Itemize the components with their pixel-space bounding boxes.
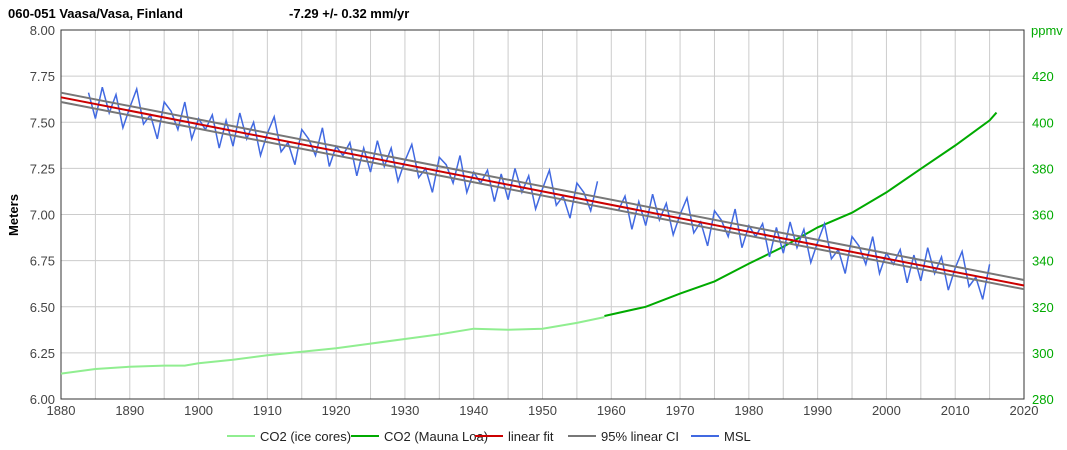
x-tick-label: 1880 — [47, 403, 76, 418]
plot-frame — [60, 29, 1025, 400]
y2-axis-label: ppmv — [1031, 23, 1063, 38]
y2-tick-label: 320 — [1032, 300, 1054, 315]
y-tick-label: 6.75 — [30, 254, 55, 269]
ci-lower-line — [60, 101, 1025, 291]
linear-fit-line — [60, 96, 1025, 287]
y-tick-label: 7.00 — [30, 208, 55, 223]
chart-title: 060-051 Vaasa/Vasa, Finland — [8, 6, 183, 21]
x-tick-label: 1970 — [666, 403, 695, 418]
legend-label: 95% linear CI — [601, 429, 679, 444]
chart-subtitle: -7.29 +/- 0.32 mm/yr — [289, 6, 409, 21]
y2-tick-label: 280 — [1032, 392, 1054, 407]
y2-tick-label: 340 — [1032, 254, 1054, 269]
y-tick-label: 7.25 — [30, 161, 55, 176]
x-tick-label: 1990 — [803, 403, 832, 418]
x-tick-label: 2020 — [1010, 403, 1039, 418]
x-tick-label: 2000 — [872, 403, 901, 418]
y2-tick-label: 400 — [1032, 115, 1054, 130]
x-tick-label: 1910 — [253, 403, 282, 418]
y2-tick-label: 420 — [1032, 69, 1054, 84]
msl-line — [87, 86, 991, 300]
x-tick-label: 2010 — [941, 403, 970, 418]
ci-upper-line — [60, 91, 1025, 281]
y2-tick-label: 380 — [1032, 161, 1054, 176]
x-tick-label: 1950 — [528, 403, 557, 418]
y-tick-label: 7.75 — [30, 69, 55, 84]
legend-label: CO2 (ice cores) — [260, 429, 351, 444]
y2-tick-label: 360 — [1032, 208, 1054, 223]
y-tick-label: 6.25 — [30, 346, 55, 361]
x-tick-label: 1890 — [115, 403, 144, 418]
legend-label: CO2 (Mauna Loa) — [384, 429, 488, 444]
y-tick-label: 6.50 — [30, 300, 55, 315]
co2-ice-cores-line — [60, 316, 605, 375]
x-tick-label: 1980 — [734, 403, 763, 418]
x-tick-label: 1930 — [390, 403, 419, 418]
legend-label: MSL — [724, 429, 751, 444]
x-tick-label: 1940 — [459, 403, 488, 418]
y-axis-label: Meters — [6, 194, 21, 236]
y-tick-label: 8.00 — [30, 23, 55, 38]
x-tick-label: 1920 — [322, 403, 351, 418]
x-tick-label: 1960 — [597, 403, 626, 418]
co2-mauna-loa-line — [604, 111, 998, 317]
x-tick-label: 1900 — [184, 403, 213, 418]
y-tick-label: 6.00 — [30, 392, 55, 407]
legend-label: linear fit — [508, 429, 554, 444]
y2-tick-label: 300 — [1032, 346, 1054, 361]
y-tick-label: 7.50 — [30, 115, 55, 130]
